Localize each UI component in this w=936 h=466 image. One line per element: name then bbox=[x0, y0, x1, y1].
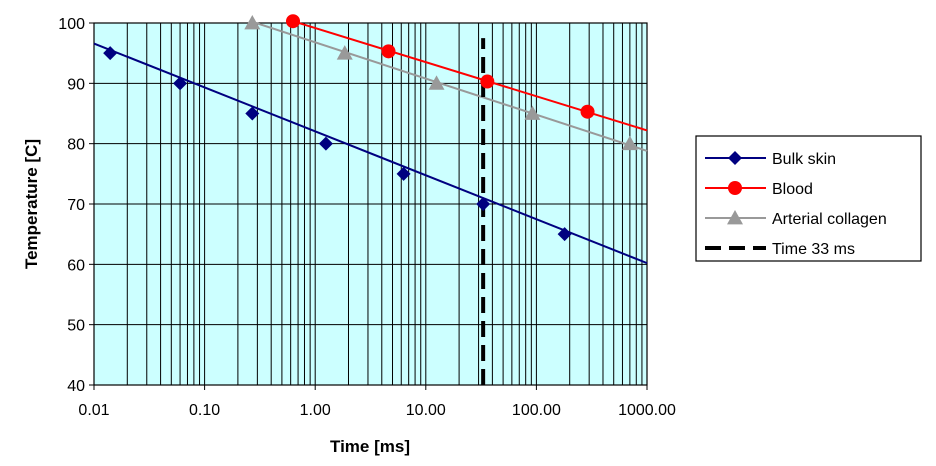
x-tick-labels: 0.01 0.10 1.00 10.00 100.00 1000.00 bbox=[78, 385, 676, 419]
legend: Bulk skin Blood Arterial collagen Time 33 m… bbox=[695, 135, 922, 262]
x-tick-label: 1000.00 bbox=[618, 402, 676, 419]
bulk-skin-point bbox=[173, 76, 188, 91]
blood-point bbox=[381, 44, 396, 59]
blood-point bbox=[580, 104, 595, 119]
x-tick-label: 0.01 bbox=[78, 402, 109, 419]
legend-label-arterial-collagen: Arterial collagen bbox=[772, 211, 887, 228]
bulk-skin-point bbox=[245, 106, 260, 121]
arterial-collagen-line bbox=[251, 20, 648, 152]
bulk-skin-point bbox=[476, 197, 491, 211]
arterial-collagen-point bbox=[336, 45, 353, 60]
y-tick-label: 70 bbox=[67, 197, 85, 214]
legend-label-blood: Blood bbox=[772, 181, 813, 198]
arterial-collagen-point bbox=[621, 135, 638, 151]
legend-label-time-33-ms: Time 33 ms bbox=[772, 241, 855, 258]
legend-label-bulk-skin: Bulk skin bbox=[772, 151, 836, 168]
x-gridlines bbox=[93, 23, 643, 385]
x-tick-label: 10.00 bbox=[406, 402, 446, 419]
x-tick-label: 1.00 bbox=[300, 402, 331, 419]
legend-marker-bulk-skin bbox=[728, 151, 742, 165]
blood-point bbox=[286, 14, 301, 29]
arterial-collagen-point bbox=[428, 75, 445, 90]
y-tick-label: 90 bbox=[67, 76, 85, 93]
x-tick-label: 0.10 bbox=[189, 402, 220, 419]
arterial-collagen-point bbox=[244, 15, 261, 30]
bulk-skin-point bbox=[318, 136, 333, 151]
bulk-skin-point bbox=[396, 166, 411, 181]
series-markers bbox=[103, 14, 638, 242]
x-tick-label: 100.00 bbox=[512, 402, 561, 419]
y-tick-label: 40 bbox=[67, 378, 85, 395]
arterial-collagen-point bbox=[524, 105, 541, 120]
y-axis-label: Temperature [C] bbox=[22, 139, 41, 269]
bulk-skin-point bbox=[103, 46, 118, 61]
x-axis-label: Time [ms] bbox=[330, 437, 410, 456]
y-tick-label: 60 bbox=[67, 257, 85, 274]
bulk-skin-point bbox=[557, 227, 572, 242]
legend-marker-blood bbox=[728, 181, 742, 195]
bulk-skin-line bbox=[93, 42, 648, 265]
y-tick-label: 80 bbox=[67, 137, 85, 154]
legend-marker-arterial-collagen bbox=[727, 210, 743, 225]
y-tick-label: 50 bbox=[67, 318, 85, 335]
y-tick-label: 100 bbox=[58, 16, 85, 33]
blood-point bbox=[480, 74, 495, 89]
y-tick-labels: 40 50 60 70 80 90 100 bbox=[58, 16, 94, 395]
